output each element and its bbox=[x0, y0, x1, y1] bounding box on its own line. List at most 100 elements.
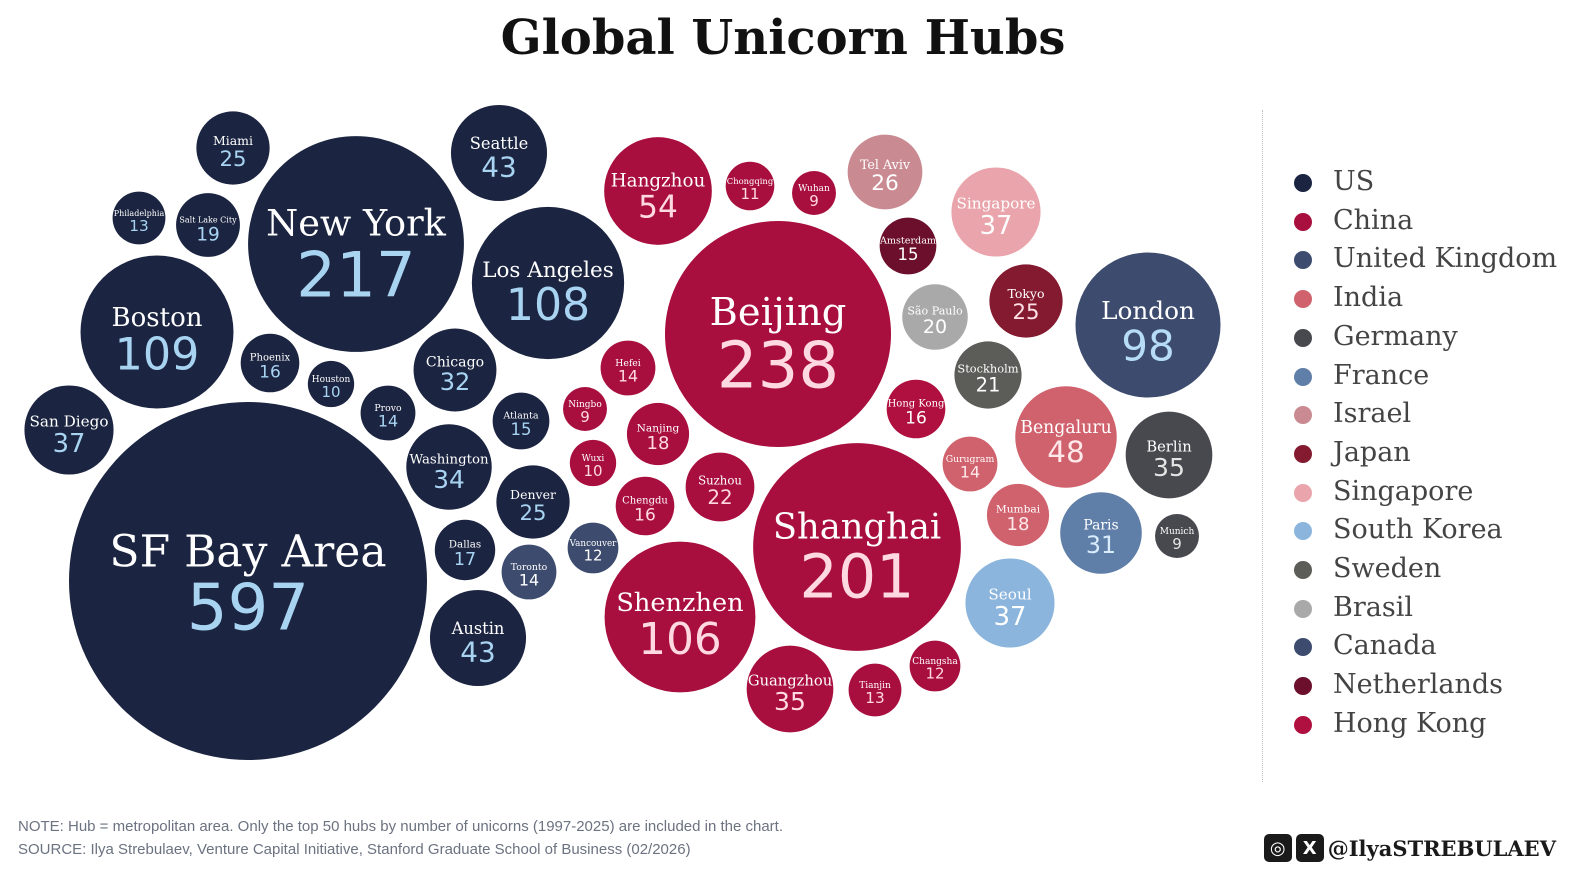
bubble-label-singapore: Singapore bbox=[957, 194, 1036, 212]
bubble-label-austin: Austin bbox=[451, 619, 505, 638]
bubble-label-seattle: Seattle bbox=[470, 134, 528, 153]
bubble-circle-new-york bbox=[248, 136, 464, 352]
legend-swatch bbox=[1294, 212, 1312, 231]
bubble-label-nanjing: Nanjing bbox=[637, 423, 680, 435]
legend-label: US bbox=[1333, 166, 1375, 197]
bubble-circle-tel-aviv bbox=[847, 134, 923, 210]
bubble-value-tokyo: 25 bbox=[1013, 299, 1040, 324]
bubble-circle-denver bbox=[496, 465, 570, 539]
legend-label: Germany bbox=[1333, 320, 1458, 352]
bubble-value-suzhou: 22 bbox=[707, 486, 732, 509]
x-icon[interactable]: X bbox=[1295, 834, 1324, 862]
bubble-label-phoenix: Phoenix bbox=[250, 353, 291, 364]
bubble-value-provo: 14 bbox=[378, 411, 398, 430]
bubble-label-chengdu: Chengdu bbox=[622, 496, 668, 507]
bubble-label-vancouver: Vancouver bbox=[569, 539, 618, 549]
bubble-value-munich: 9 bbox=[1172, 535, 1182, 553]
bubble-circle-guangzhou bbox=[746, 645, 834, 733]
legend-label: Brasil bbox=[1333, 591, 1413, 623]
bubble-label-washington: Washington bbox=[409, 453, 489, 468]
bubble-value-singapore: 37 bbox=[980, 211, 1013, 241]
author-handle[interactable]: @IlyaSTREBULAEV bbox=[1327, 835, 1556, 861]
bubble-label-provo: Provo bbox=[374, 403, 402, 414]
bubble-value-hangzhou: 54 bbox=[638, 189, 678, 225]
bubble-value-wuhan: 9 bbox=[809, 192, 819, 210]
bubble-circle-san-diego bbox=[24, 385, 114, 475]
bubble-value-tel-aviv: 26 bbox=[871, 171, 899, 196]
instagram-icon[interactable]: ◎ bbox=[1263, 834, 1292, 862]
legend-label: Netherlands bbox=[1333, 669, 1503, 701]
bubble-label-dallas: Dallas bbox=[449, 539, 481, 551]
legend-label: Sweden bbox=[1333, 553, 1442, 584]
chart-title: Global Unicorn Hubs bbox=[500, 10, 1066, 66]
bubble-circle-sf-bay-area bbox=[69, 402, 427, 760]
bubble-circle-singapore bbox=[951, 167, 1041, 257]
bubble-label-munich: Munich bbox=[1160, 527, 1195, 537]
legend-swatch bbox=[1294, 483, 1312, 502]
bubble-circle-wuhan bbox=[792, 171, 836, 215]
bubble-value-hong-kong: 16 bbox=[905, 408, 927, 428]
bubble-label-new-york: New York bbox=[266, 201, 447, 244]
bubble-value-vancouver: 12 bbox=[583, 547, 602, 565]
bubble-circle-seoul bbox=[965, 558, 1055, 648]
bubble-value-seoul: 37 bbox=[994, 602, 1027, 632]
bubble-label-salt-lake-city: Salt Lake City bbox=[179, 215, 237, 224]
bubble-circle-toronto bbox=[501, 544, 557, 600]
bubble-circle-washington bbox=[406, 424, 492, 510]
bubble-label-hangzhou: Hangzhou bbox=[611, 171, 706, 192]
bubble-value-los-angeles: 108 bbox=[506, 280, 590, 331]
bubble-label-gurugram: Gurugram bbox=[946, 454, 995, 465]
legend-label: South Korea bbox=[1333, 514, 1503, 546]
bubble-circle-seattle bbox=[450, 104, 548, 202]
bubble-value-washington: 34 bbox=[433, 465, 465, 494]
legend-swatch bbox=[1294, 174, 1312, 192]
bubble-value-dallas: 17 bbox=[454, 550, 476, 570]
legend-swatch bbox=[1294, 638, 1312, 657]
bubble-circle-philadelphia bbox=[112, 191, 166, 245]
bubble-label-beijing: Beijing bbox=[710, 290, 847, 335]
bubble-circle-mumbai bbox=[986, 483, 1050, 547]
bubble-circle-los-angeles bbox=[471, 206, 625, 360]
bubble-value-new-york: 217 bbox=[296, 239, 415, 312]
bubble-value-hefei: 14 bbox=[618, 366, 638, 385]
bubble-label-tokyo: Tokyo bbox=[1007, 286, 1044, 301]
bubble-circle-tianjin bbox=[848, 663, 902, 717]
bubble-label-paris: Paris bbox=[1083, 518, 1118, 534]
bubble-circle-london bbox=[1075, 252, 1221, 398]
bubble-value-stockholm: 21 bbox=[976, 373, 1001, 396]
bubble-value-salt-lake-city: 19 bbox=[196, 225, 220, 246]
legend-swatch bbox=[1294, 522, 1312, 541]
bubble-circle-atlanta bbox=[492, 392, 550, 450]
bubble-label-wuxi: Wuxi bbox=[582, 454, 605, 464]
bubble-circle-nanjing bbox=[626, 402, 690, 466]
legend-swatch bbox=[1294, 406, 1312, 425]
bubble-value-sao-paulo: 20 bbox=[923, 316, 947, 338]
bubble-label-atlanta: Atlanta bbox=[502, 411, 538, 422]
bubble-circle-amsterdam bbox=[879, 217, 937, 275]
bubble-value-amsterdam: 15 bbox=[898, 245, 919, 264]
bubble-label-hefei: Hefei bbox=[615, 358, 641, 369]
